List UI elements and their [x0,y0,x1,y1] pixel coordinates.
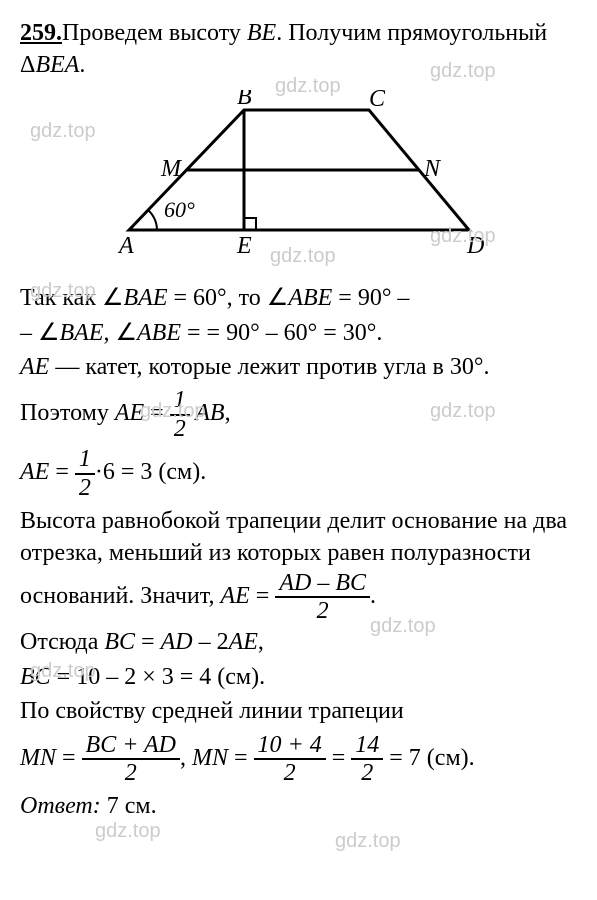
solution-line3: AE — катет, которые лежит против угла в … [20,351,577,383]
diagram-svg: 60° A B C D E M N [69,90,529,265]
solution-line1: Так как ∠BAE = 60°, то ∠ABE = 90° – [20,282,577,314]
answer: Ответ: 7 см. [20,790,577,822]
solution-line9: По свойству средней линии трапеции [20,695,577,727]
problem-intro: 259.Проведем высоту BE. Получим прямоуго… [20,17,577,82]
label-M: M [160,156,183,182]
solution-line8: BC = 10 – 2 × 3 = 4 (см). [20,661,577,693]
problem-number: 259. [20,20,62,46]
solution-line5: AE = 12·6 = 3 (см). [20,446,577,501]
solution-line10: MN = BC + AD2, MN = 10 + 42 = 142 = 7 (с… [20,732,577,787]
solution-line7: Отсюда BC = AD – 2AE, [20,626,577,658]
solution-line4: Поэтому AE = 12 AB, [20,387,577,442]
label-N: N [423,156,442,182]
label-D: D [466,233,484,259]
label-B: B [237,90,252,110]
solution-line2: – ∠BAE, ∠ABE = = 90° – 60° = 30°. [20,317,577,349]
trapezoid-diagram: 60° A B C D E M N [20,90,577,274]
angle-label: 60° [164,197,195,222]
label-A: A [117,233,134,259]
label-C: C [369,90,386,112]
solution-line6: Высота равнобокой трапеции делит основан… [20,505,577,625]
label-E: E [236,233,252,259]
